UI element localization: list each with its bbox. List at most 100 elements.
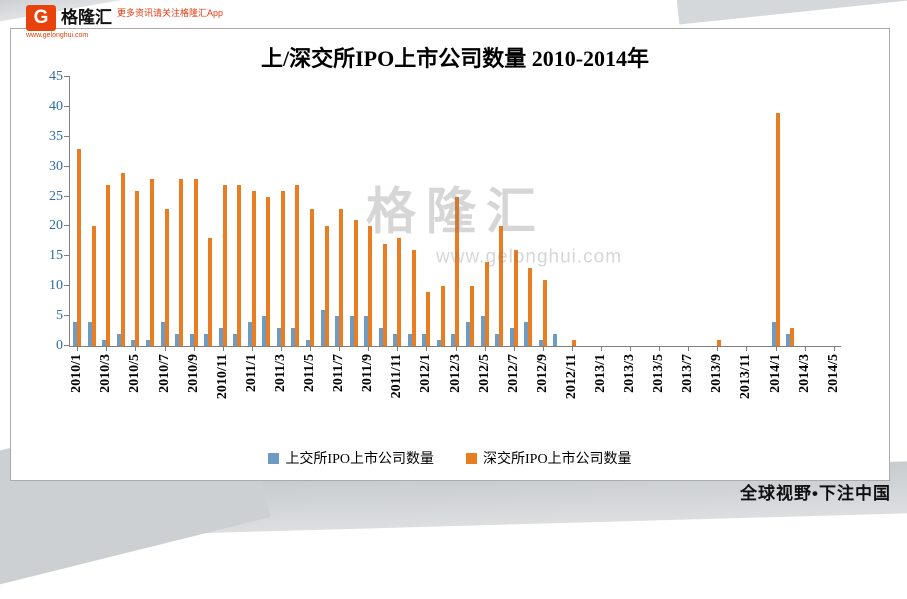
brand-tagline: 更多资讯请关注格隆汇App [117,8,224,18]
x-axis-label: 2010/7 [156,354,172,393]
sse-bar [335,316,340,346]
bar-group-2010/2 [85,77,100,346]
x-axis-label: 2011/9 [360,354,376,393]
szse-bar [397,238,402,346]
szse-bar [164,208,169,346]
szse-bar [411,250,416,346]
sse-legend-swatch-icon [268,452,280,464]
szse-bar [310,208,315,346]
x-axis-tick [310,346,312,351]
szse-bar [77,148,82,346]
x-axis-label: 2013/1 [592,354,608,393]
szse-legend-label: 深交所IPO上市公司数量 [483,452,632,467]
bar-group-2010/10 [201,77,216,346]
bar-group-2012/8 [521,77,536,346]
szse-bar [571,340,576,346]
sse-bar [175,334,180,346]
y-axis-tick [64,165,70,167]
sse-bar [204,334,209,346]
bar-group-2011/11 [390,77,405,346]
szse-bar [150,178,154,346]
y-axis-tick [64,345,70,346]
sse-bar [131,340,136,346]
sse-bar [320,310,325,346]
szse-bar [775,112,780,346]
x-axis-label: 2013/3 [622,354,638,393]
bar-group-2011/9 [361,77,376,346]
x-axis-label: 2012/5 [476,354,492,393]
y-axis-label: 0 [56,338,63,353]
gelonghui-logo: G 格隆汇 更多资讯请关注格隆汇App www.gelonghui.com [26,5,223,39]
chart-title: 上/深交所IPO上市公司数量 2010-2014年 [260,46,650,71]
bar-group-2012/1 [419,77,434,346]
y-axis-label: 30 [49,158,63,174]
bar-group-2012/9 [536,77,551,346]
bar-group-2014/2 [783,77,798,346]
x-axis-label: 2011/5 [302,354,318,393]
bar-group-2014/1 [768,77,783,346]
x-axis-label: 2013/7 [680,354,696,393]
x-axis-tick [106,346,108,351]
y-axis-tick [64,105,70,107]
x-axis-label: 2013/11 [738,354,754,400]
szse-bar [542,280,547,346]
sse-bar [349,316,354,346]
bar-group-2013/2 [608,77,623,346]
szse-bar [382,244,387,346]
bar-group-2013/6 [666,77,681,346]
szse-bar [440,286,445,346]
footer-slogan: 全球视野•下注中国 [740,484,891,503]
bar-group-2012/7 [506,77,521,346]
szse-bar [339,208,344,346]
y-axis-tick [64,315,70,317]
bar-group-2012/2 [434,77,449,346]
szse-bar [528,268,533,346]
bar-group-2013/9 [710,77,725,346]
x-axis-tick [455,346,457,351]
szse-bar [353,220,358,346]
y-axis-label: 45 [49,69,63,84]
y-axis-label: 10 [49,278,63,294]
szse-bar [455,196,460,346]
bar-group-2012/5 [477,77,492,346]
sse-bar [364,316,369,346]
x-axis-label: 2011/1 [243,354,259,393]
sse-bar [73,322,78,346]
x-axis-tick [368,346,370,351]
sse-bar [218,328,223,346]
x-axis-tick [164,346,166,351]
plot-area: 2010/1 2010/3 2010/5 2010/7 2010/9 2010/11 201… [49,69,841,399]
bar-group-2013/5 [652,77,667,346]
szse-bar [266,196,271,346]
bar-group-2013/4 [637,77,652,346]
szse-bar [324,226,329,346]
sse-bar [422,334,427,346]
szse-bar [426,292,431,346]
x-axis-tick [135,346,137,351]
y-axis-tick [64,76,70,77]
x-axis-tick [280,346,282,351]
sse-bar [306,340,311,346]
bar-group-2011/7 [332,77,347,346]
brand-name: 格隆汇 [61,8,112,27]
bar-group-2014/5 [826,77,841,346]
sse-bar [466,322,471,346]
x-axis-label: 2011/7 [331,354,347,393]
y-axis-tick [64,285,70,287]
x-axis-tick [746,346,748,351]
bar-group-2014/4 [812,77,827,346]
szse-bar [513,250,518,346]
brand-url: www.gelonghui.com [26,32,89,39]
sse-bar [102,340,107,346]
x-axis-label: 2013/9 [709,354,725,393]
sse-bar [378,328,383,346]
sse-bar [146,340,150,346]
x-axis-label: 2010/3 [98,354,114,393]
bar-group-2011/2 [259,77,274,346]
x-axis-label: 2012/1 [418,354,434,393]
x-axis-label: 2010/1 [69,354,85,393]
szse-bar [280,190,285,346]
bar-group-2012/3 [448,77,463,346]
x-axis-tick [339,346,341,351]
x-axis-label: 2010/11 [214,354,230,400]
